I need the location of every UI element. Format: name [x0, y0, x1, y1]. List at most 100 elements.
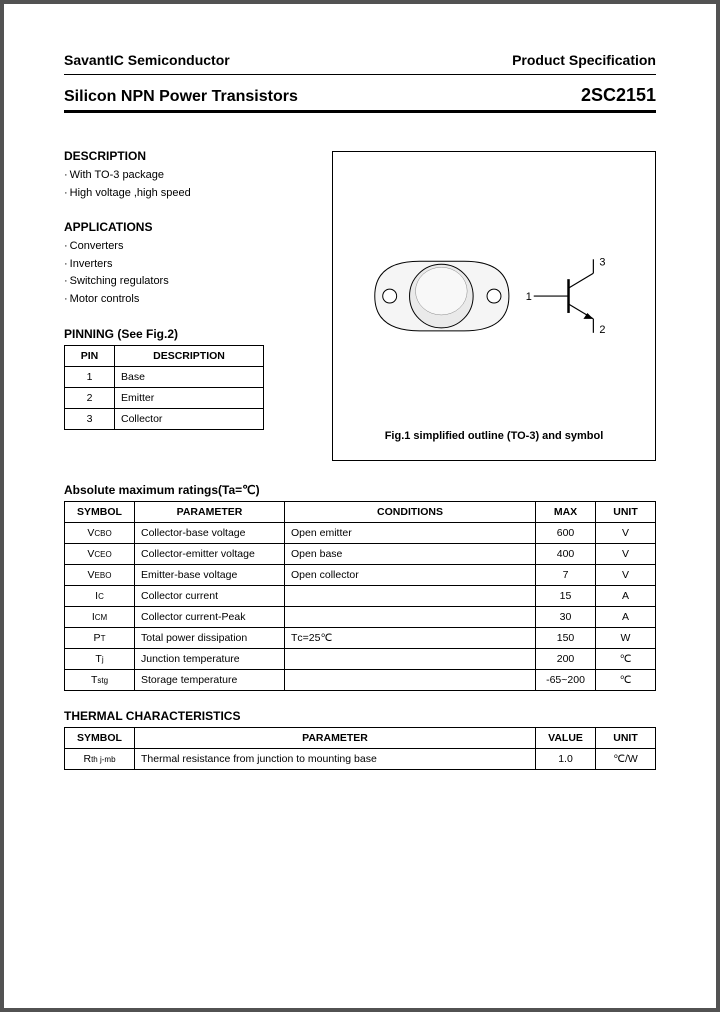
- table-row: ICMCollector current-Peak 30A: [65, 607, 656, 628]
- cell-parameter: Emitter-base voltage: [135, 565, 285, 586]
- pin-desc: Collector: [115, 408, 264, 429]
- cell-unit: ℃: [596, 649, 656, 670]
- cell-conditions: [285, 649, 536, 670]
- pin-label-base: 1: [526, 291, 532, 303]
- cell-parameter: Collector current: [135, 586, 285, 607]
- cell-symbol: PT: [65, 628, 135, 649]
- thermal-table: SYMBOL PARAMETER VALUE UNIT Rth j-mbTher…: [64, 727, 656, 770]
- applications-list: Converters Inverters Switching regulator…: [64, 238, 314, 308]
- rule-thin: [64, 74, 656, 75]
- table-row: Rth j-mbThermal resistance from junction…: [65, 749, 656, 770]
- cell-parameter: Thermal resistance from junction to moun…: [135, 749, 536, 770]
- cell-max: -65~200: [536, 670, 596, 691]
- cell-symbol: VCEO: [65, 544, 135, 565]
- applications-heading: APPLICATIONS: [64, 220, 314, 234]
- table-row: 1 Base: [65, 366, 264, 387]
- cell-parameter: Total power dissipation: [135, 628, 285, 649]
- cell-max: 400: [536, 544, 596, 565]
- thermal-heading: THERMAL CHARACTERISTICS: [64, 709, 656, 723]
- cell-max: 30: [536, 607, 596, 628]
- left-column: DESCRIPTION With TO-3 package High volta…: [64, 131, 314, 430]
- part-number: 2SC2151: [581, 85, 656, 106]
- figure-box: 1 3 2 Fig.1 simplified outline (TO-3) an…: [332, 151, 656, 461]
- col-value: VALUE: [536, 728, 596, 749]
- description-list: With TO-3 package High voltage ,high spe…: [64, 167, 314, 202]
- pin-label-emitter: 2: [599, 324, 605, 336]
- cell-max: 200: [536, 649, 596, 670]
- rule-thick: [64, 110, 656, 113]
- col-unit: UNIT: [596, 502, 656, 523]
- cell-max: 600: [536, 523, 596, 544]
- cell-unit: ℃: [596, 670, 656, 691]
- table-row: VCEOCollector-emitter voltageOpen base40…: [65, 544, 656, 565]
- col-max: MAX: [536, 502, 596, 523]
- pin-num: 3: [65, 408, 115, 429]
- company-name: SavantIC Semiconductor: [64, 52, 230, 68]
- cell-parameter: Storage temperature: [135, 670, 285, 691]
- cell-parameter: Junction temperature: [135, 649, 285, 670]
- cell-symbol: VCBO: [65, 523, 135, 544]
- cell-conditions: [285, 586, 536, 607]
- cell-conditions: Open base: [285, 544, 536, 565]
- datasheet-page: SavantIC Semiconductor Product Specifica…: [4, 4, 716, 1008]
- pin-label-collector: 3: [599, 256, 605, 268]
- page-header: SavantIC Semiconductor Product Specifica…: [64, 52, 656, 68]
- cell-max: 7: [536, 565, 596, 586]
- pinning-table: PIN DESCRIPTION 1 Base 2 Emitter 3 Colle…: [64, 345, 264, 430]
- col-desc: DESCRIPTION: [115, 345, 264, 366]
- cell-conditions: Open emitter: [285, 523, 536, 544]
- figure-caption: Fig.1 simplified outline (TO-3) and symb…: [333, 430, 655, 442]
- col-symbol: SYMBOL: [65, 728, 135, 749]
- cell-unit: A: [596, 607, 656, 628]
- ratings-heading: Absolute maximum ratings(Ta=℃): [64, 483, 656, 497]
- col-pin: PIN: [65, 345, 115, 366]
- ratings-table: SYMBOL PARAMETER CONDITIONS MAX UNIT VCB…: [64, 501, 656, 691]
- applications-item: Switching regulators: [64, 273, 314, 291]
- description-item: High voltage ,high speed: [64, 185, 314, 203]
- cell-max: 15: [536, 586, 596, 607]
- title-row: Silicon NPN Power Transistors 2SC2151: [64, 85, 656, 106]
- cell-conditions: [285, 607, 536, 628]
- applications-item: Converters: [64, 238, 314, 256]
- cell-symbol: ICM: [65, 607, 135, 628]
- col-parameter: PARAMETER: [135, 728, 536, 749]
- table-header-row: PIN DESCRIPTION: [65, 345, 264, 366]
- cell-conditions: [285, 670, 536, 691]
- doc-type: Product Specification: [512, 52, 656, 68]
- figure-svg: 1 3 2: [333, 152, 655, 460]
- description-heading: DESCRIPTION: [64, 149, 314, 163]
- cell-symbol: IC: [65, 586, 135, 607]
- pinning-heading: PINNING (See Fig.2): [64, 327, 314, 341]
- pin-num: 2: [65, 387, 115, 408]
- cell-unit: V: [596, 544, 656, 565]
- pin-desc: Base: [115, 366, 264, 387]
- table-row: ICCollector current 15A: [65, 586, 656, 607]
- cell-parameter: Collector-emitter voltage: [135, 544, 285, 565]
- applications-item: Motor controls: [64, 291, 314, 309]
- col-conditions: CONDITIONS: [285, 502, 536, 523]
- cell-max: 150: [536, 628, 596, 649]
- cell-unit: ℃/W: [596, 749, 656, 770]
- pin-num: 1: [65, 366, 115, 387]
- table-row: VEBOEmitter-base voltageOpen collector7V: [65, 565, 656, 586]
- cell-symbol: VEBO: [65, 565, 135, 586]
- cell-value: 1.0: [536, 749, 596, 770]
- npn-symbol-icon: 1 3 2: [526, 256, 606, 336]
- table-row: TjJunction temperature 200℃: [65, 649, 656, 670]
- table-row: 2 Emitter: [65, 387, 264, 408]
- product-line: Silicon NPN Power Transistors: [64, 88, 298, 106]
- pin-desc: Emitter: [115, 387, 264, 408]
- cell-conditions: Open collector: [285, 565, 536, 586]
- table-row: VCBOCollector-base voltageOpen emitter60…: [65, 523, 656, 544]
- to3-package-icon: [375, 261, 509, 331]
- table-header-row: SYMBOL PARAMETER CONDITIONS MAX UNIT: [65, 502, 656, 523]
- cell-unit: V: [596, 565, 656, 586]
- cell-parameter: Collector current-Peak: [135, 607, 285, 628]
- col-unit: UNIT: [596, 728, 656, 749]
- cell-unit: A: [596, 586, 656, 607]
- cell-symbol: Tj: [65, 649, 135, 670]
- col-parameter: PARAMETER: [135, 502, 285, 523]
- cell-unit: V: [596, 523, 656, 544]
- table-row: TstgStorage temperature-65~200℃: [65, 670, 656, 691]
- table-row: 3 Collector: [65, 408, 264, 429]
